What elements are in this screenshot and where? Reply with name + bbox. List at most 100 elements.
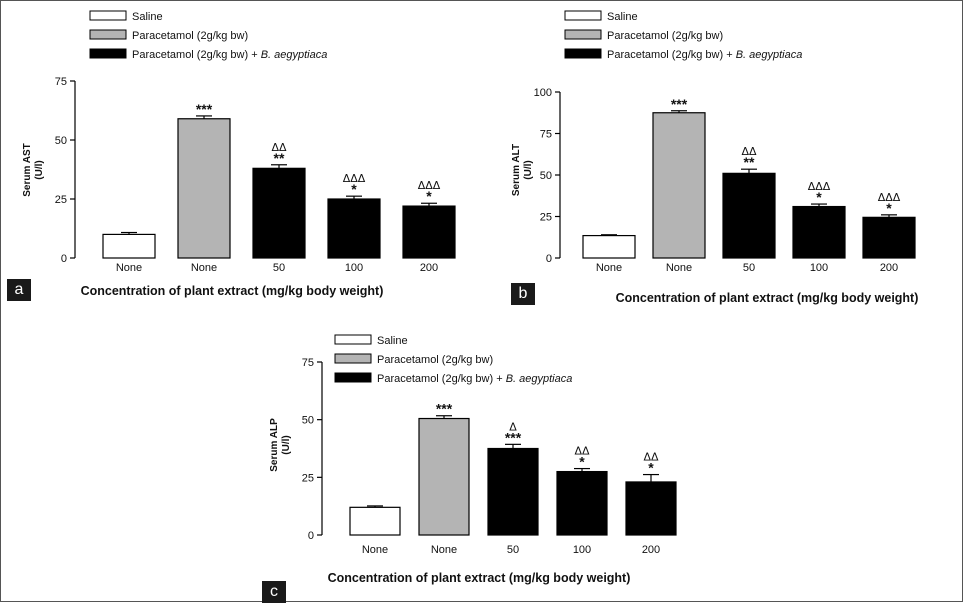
x-tick-label: None [362, 544, 388, 556]
bar-paracetamol [177, 118, 231, 259]
significance-stars: * [426, 188, 432, 204]
x-axis-label: Concentration of plant extract (mg/kg bo… [328, 571, 631, 585]
bar-combo [556, 470, 608, 536]
delta-marks: ΔΔ [574, 445, 590, 458]
y-tick-label: 0 [546, 253, 552, 265]
legend-swatch-combo [334, 372, 372, 383]
y-axis-label-line1: Serum ALT [511, 144, 522, 196]
bar-combo [792, 205, 846, 259]
y-axis-label-line1: Serum AST [22, 143, 33, 197]
bar-paracetamol [418, 417, 470, 536]
legend-label-combo: Paracetamol (2g/kg bw) + B. aegyptiaca [132, 49, 327, 61]
y-axis-label-line2: (U/l) [34, 160, 45, 179]
panel-label-a: a [7, 279, 31, 301]
legend-combo-prefix: Paracetamol (2g/kg bw) + [132, 49, 261, 61]
y-axis-label: Serum ALT(U/l) [511, 144, 534, 196]
legend-label-combo: Paracetamol (2g/kg bw) + B. aegyptiaca [607, 49, 802, 61]
y-axis-label-line1: Serum ALP [269, 418, 280, 472]
y-tick-label: 75 [540, 129, 552, 141]
delta-marks: ΔΔ [271, 141, 287, 154]
delta-marks: ΔΔΔ [808, 180, 831, 193]
legend-combo-prefix: Paracetamol (2g/kg bw) + [377, 373, 506, 385]
x-tick-label: 100 [345, 262, 363, 274]
x-tick-label: 100 [810, 262, 828, 274]
bar-combo [327, 198, 381, 259]
delta-marks: ΔΔΔ [418, 179, 441, 192]
y-tick-label: 0 [61, 253, 67, 265]
chart-serum-ast: Saline Paracetamol (2g/kg bw) Paracetamol … [22, 10, 456, 298]
y-axis-label-line2: (U/l) [523, 160, 534, 179]
y-axis-label: Serum AST(U/l) [22, 143, 45, 197]
legend-swatch-paracetamol [564, 29, 602, 40]
legend-label-saline: Saline [607, 11, 638, 23]
bar-combo [722, 172, 776, 259]
legend-swatch-saline [334, 334, 372, 345]
y-tick-label: 0 [308, 530, 314, 542]
legend-swatch-combo [89, 48, 127, 59]
legend-combo-prefix: Paracetamol (2g/kg bw) + [607, 49, 736, 61]
bar-combo [625, 481, 677, 536]
y-tick-label: 50 [540, 170, 552, 182]
y-tick-label: 50 [302, 415, 314, 427]
bar-combo [862, 216, 916, 259]
significance-stars: *** [196, 101, 213, 117]
significance-stars: *** [436, 401, 453, 417]
legend-combo-species: B. aegyptiaca [506, 373, 573, 385]
legend-label-combo: Paracetamol (2g/kg bw) + B. aegyptiaca [377, 373, 572, 385]
bar-saline [582, 234, 636, 259]
delta-marks: ΔΔΔ [878, 191, 901, 204]
x-tick-label: 200 [880, 262, 898, 274]
significance-stars: *** [505, 429, 522, 445]
significance-stars: * [816, 189, 822, 205]
delta-marks: ΔΔ [741, 145, 757, 158]
legend-swatch-saline [89, 10, 127, 21]
chart-serum-alt: Saline Paracetamol (2g/kg bw) Paracetamol … [511, 10, 919, 305]
x-tick-label: 100 [573, 544, 591, 556]
y-tick-label: 25 [540, 212, 552, 224]
panel-label-b: b [511, 283, 535, 305]
legend-label-paracetamol: Paracetamol (2g/kg bw) [377, 354, 493, 366]
legend-label-saline: Saline [132, 11, 163, 23]
panel-label-c: c [262, 581, 286, 603]
legend-label-paracetamol: Paracetamol (2g/kg bw) [607, 30, 723, 42]
delta-marks: Δ [509, 420, 517, 433]
x-tick-label: 200 [420, 262, 438, 274]
y-tick-label: 50 [55, 135, 67, 147]
legend-swatch-paracetamol [334, 353, 372, 364]
y-axis-label: Serum ALP(U/l) [269, 418, 292, 472]
legend-swatch-paracetamol [89, 29, 127, 40]
significance-stars: ** [744, 154, 755, 170]
x-axis-label: Concentration of plant extract (mg/kg bo… [616, 291, 919, 305]
significance-stars: * [579, 454, 585, 470]
x-tick-label: 50 [273, 262, 285, 274]
x-tick-label: None [116, 262, 142, 274]
bar-saline [349, 506, 401, 536]
bar-combo [402, 205, 456, 259]
x-tick-label: None [596, 262, 622, 274]
bar-saline [102, 233, 156, 259]
bar-paracetamol [652, 112, 706, 259]
delta-marks: ΔΔ [643, 451, 659, 464]
x-tick-label: 50 [507, 544, 519, 556]
delta-marks: ΔΔΔ [343, 172, 366, 185]
significance-stars: * [351, 181, 357, 197]
legend-label-saline: Saline [377, 335, 408, 347]
x-tick-label: 50 [743, 262, 755, 274]
significance-stars: * [886, 200, 892, 216]
chart-serum-alp: Saline Paracetamol (2g/kg bw) Paracetamol … [269, 334, 677, 585]
y-axis-label-line2: (U/l) [281, 435, 292, 454]
significance-stars: *** [671, 96, 688, 112]
bar-combo [487, 447, 539, 536]
y-tick-label: 25 [55, 194, 67, 206]
y-tick-label: 75 [55, 76, 67, 88]
legend-combo-species: B. aegyptiaca [736, 49, 803, 61]
legend-label-paracetamol: Paracetamol (2g/kg bw) [132, 30, 248, 42]
y-tick-label: 25 [302, 472, 314, 484]
y-tick-label: 75 [302, 357, 314, 369]
significance-stars: * [648, 460, 654, 476]
x-tick-label: None [666, 262, 692, 274]
bar-combo [252, 167, 306, 259]
x-axis-label: Concentration of plant extract (mg/kg bo… [81, 284, 384, 298]
significance-stars: ** [274, 150, 285, 166]
